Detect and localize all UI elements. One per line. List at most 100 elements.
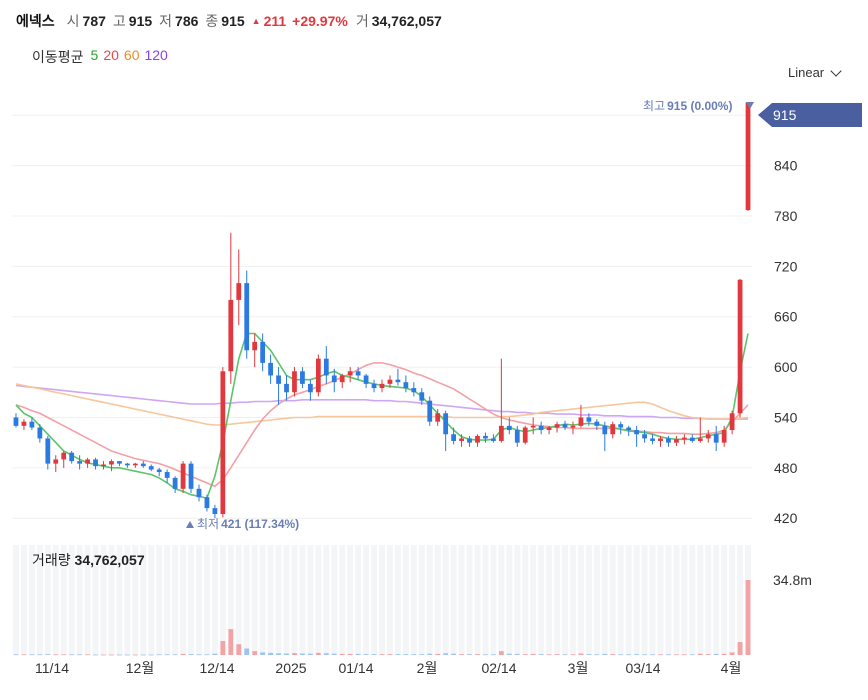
candle[interactable]: [546, 425, 552, 435]
candle[interactable]: [475, 434, 480, 447]
candle[interactable]: [77, 455, 83, 470]
candle[interactable]: [689, 434, 695, 443]
candle[interactable]: [514, 425, 520, 447]
candle[interactable]: [403, 375, 409, 393]
candle[interactable]: [443, 410, 449, 452]
candle[interactable]: [132, 462, 138, 468]
candle[interactable]: [252, 333, 258, 368]
candle[interactable]: [506, 417, 512, 435]
ma-legend-item-60[interactable]: 60: [123, 47, 140, 63]
candle[interactable]: [45, 435, 51, 470]
ma-legend-item-20[interactable]: 20: [103, 47, 119, 63]
candle[interactable]: [315, 354, 321, 397]
candle[interactable]: [427, 396, 433, 426]
candle[interactable]: [61, 451, 67, 468]
candle[interactable]: [124, 462, 130, 468]
candle[interactable]: [705, 430, 711, 443]
candle[interactable]: [419, 388, 425, 405]
candle[interactable]: [379, 379, 385, 393]
candle[interactable]: [562, 420, 568, 431]
candle[interactable]: [658, 435, 663, 447]
candle[interactable]: [594, 419, 600, 431]
candle[interactable]: [713, 425, 719, 452]
candle[interactable]: [101, 461, 106, 470]
candle[interactable]: [347, 367, 353, 383]
candle[interactable]: [371, 379, 377, 393]
candle[interactable]: [570, 421, 576, 435]
candle[interactable]: [674, 435, 679, 446]
candle[interactable]: [697, 417, 703, 443]
ma-legend-item-5[interactable]: 5: [90, 47, 99, 63]
candle[interactable]: [602, 421, 608, 452]
candle[interactable]: [268, 354, 273, 384]
candle[interactable]: [737, 278, 743, 418]
candle[interactable]: [339, 373, 345, 389]
candle[interactable]: [164, 469, 170, 483]
candle[interactable]: [156, 467, 162, 477]
candle[interactable]: [522, 425, 528, 445]
candle[interactable]: [109, 459, 114, 472]
candle[interactable]: [244, 270, 250, 359]
candle[interactable]: [284, 375, 289, 401]
candle[interactable]: [37, 424, 43, 443]
candle[interactable]: [331, 368, 337, 393]
candle[interactable]: [276, 367, 281, 405]
scale-selector[interactable]: Linear: [788, 64, 842, 80]
candle[interactable]: [13, 413, 19, 428]
candle[interactable]: [53, 455, 59, 473]
candle[interactable]: [642, 430, 647, 443]
candle[interactable]: [626, 425, 632, 436]
candle[interactable]: [721, 425, 727, 447]
candle[interactable]: [292, 367, 297, 397]
candle[interactable]: [650, 434, 655, 445]
candle[interactable]: [204, 494, 210, 512]
candle[interactable]: [586, 413, 592, 426]
candle[interactable]: [610, 421, 616, 439]
candle[interactable]: [117, 461, 122, 467]
candle[interactable]: [618, 421, 624, 435]
candle[interactable]: [188, 461, 194, 494]
candle[interactable]: [308, 379, 313, 401]
candle[interactable]: [21, 419, 27, 431]
candle[interactable]: [93, 457, 98, 470]
candle[interactable]: [395, 368, 401, 386]
candle[interactable]: [451, 427, 456, 445]
candle[interactable]: [435, 409, 441, 426]
candle[interactable]: [355, 367, 361, 380]
candle[interactable]: [538, 421, 544, 435]
candle[interactable]: [363, 373, 369, 389]
candle[interactable]: [140, 461, 146, 468]
candle[interactable]: [85, 457, 90, 468]
candle[interactable]: [530, 417, 536, 435]
candle[interactable]: [260, 333, 266, 372]
candle[interactable]: [196, 484, 202, 502]
candle[interactable]: [411, 382, 417, 397]
candle[interactable]: [491, 434, 496, 443]
candle[interactable]: [212, 504, 218, 519]
candle[interactable]: [180, 461, 186, 494]
candle[interactable]: [69, 451, 75, 464]
candle[interactable]: [729, 410, 735, 435]
candle[interactable]: [745, 102, 751, 211]
candle[interactable]: [29, 417, 35, 431]
candle[interactable]: [498, 358, 504, 443]
candle[interactable]: [220, 367, 226, 518]
candle[interactable]: [634, 425, 640, 447]
ma-legend-item-120[interactable]: 120: [144, 47, 168, 63]
candle[interactable]: [681, 434, 687, 445]
volume-bar: [236, 644, 242, 655]
candle[interactable]: [300, 367, 305, 389]
candle[interactable]: [236, 249, 242, 326]
candle[interactable]: [483, 432, 488, 443]
candle[interactable]: [172, 476, 178, 494]
candle[interactable]: [467, 435, 472, 447]
candle[interactable]: [578, 404, 584, 428]
candle[interactable]: [387, 375, 393, 389]
candle[interactable]: [148, 464, 154, 472]
candle[interactable]: [323, 346, 329, 384]
candle[interactable]: [459, 434, 464, 447]
candle[interactable]: [228, 232, 234, 384]
candle[interactable]: [554, 421, 560, 433]
candle[interactable]: [666, 435, 671, 447]
